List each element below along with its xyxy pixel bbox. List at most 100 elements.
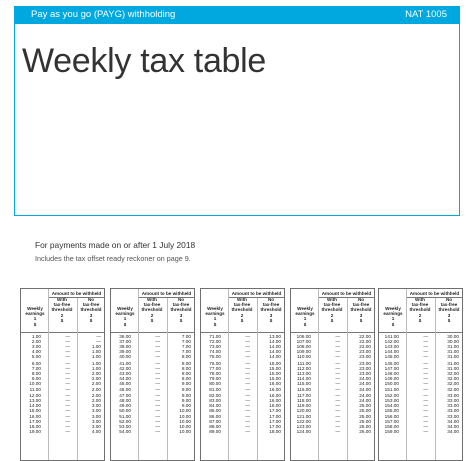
table-row: 122.00 — 25.00: [291, 419, 374, 424]
earnings-cell: 121.00: [296, 414, 311, 420]
with-threshold-cell: —: [155, 365, 160, 371]
earnings-cell: 36.00: [119, 334, 131, 339]
heading-line: tax-free: [233, 302, 251, 308]
no-threshold-cell: 25.00: [359, 402, 371, 408]
no-threshold-cell: 9.00: [181, 387, 191, 393]
no-threshold-cell: —: [96, 339, 101, 345]
earnings-cell: 11.00: [29, 387, 41, 393]
no-threshold-cell: 9.00: [181, 402, 191, 408]
table-row: 121.00 — 25.00: [291, 414, 374, 419]
table-row: 74.00 — 14.00: [201, 349, 284, 354]
with-threshold-cell: —: [245, 354, 250, 360]
earnings-cell: 9.00: [31, 375, 41, 381]
no-threshold-cell: 15.00: [269, 360, 281, 366]
heading-line: 1: [391, 316, 395, 322]
no-threshold-cell: 31.00: [447, 360, 459, 366]
table-row: 53.00 — 10.00: [111, 424, 194, 429]
with-threshold-cell: —: [335, 414, 340, 420]
table-row: 17.00 — 3.00: [21, 419, 104, 424]
table-row: 3.00 — 1.00: [21, 344, 104, 349]
with-threshold-cell: —: [155, 380, 160, 386]
no-threshold-cell: 31.00: [447, 344, 459, 350]
table-row: 87.00 — 17.00: [201, 419, 284, 424]
document-title: Weekly tax table: [22, 42, 267, 80]
earnings-cell: 3.00: [31, 344, 41, 350]
earnings-cell: 6.00: [31, 360, 41, 366]
no-threshold-cell: 17.00: [269, 407, 281, 413]
with-threshold-cell: —: [335, 407, 340, 413]
heading-line: $: [123, 321, 127, 327]
no-threshold-cell: 23.00: [359, 360, 371, 366]
with-threshold-cell: —: [245, 424, 250, 430]
with-threshold-cell: —: [423, 419, 428, 425]
heading-line: threshold: [80, 307, 102, 313]
no-threshold-cell: 17.00: [269, 414, 281, 420]
no-threshold-cell: 32.00: [447, 380, 459, 386]
no-threshold-cell: 3.00: [91, 402, 101, 408]
no-threshold-cell: 3.00: [91, 424, 101, 430]
no-threshold-cell: 33.00: [447, 397, 459, 403]
no-threshold-cell: 33.00: [447, 392, 459, 398]
no-threshold-heading: No tax-free threshold 3 $: [435, 297, 462, 323]
no-threshold-cell: 33.00: [447, 414, 459, 420]
with-threshold-cell: —: [335, 334, 340, 339]
amount-withheld-heading: Amount to be withheld: [228, 291, 284, 298]
with-threshold-cell: —: [155, 402, 160, 408]
with-threshold-cell: —: [245, 397, 250, 403]
table-row: 13.00 — 2.00: [21, 398, 104, 403]
table-header: Amount to be withheld Weekly earnings 1 $ Wit…: [21, 289, 104, 332]
table-row: 14.00 — 3.00: [21, 403, 104, 408]
table-row: 120.00 — 25.00: [291, 408, 374, 413]
table-row: 146.00 — 31.00: [379, 361, 462, 366]
earnings-cell: 37.00: [119, 339, 131, 345]
with-threshold-cell: —: [155, 429, 160, 435]
heading-line: threshold: [350, 307, 372, 313]
earnings-cell: 110.00: [297, 354, 311, 360]
earnings-cell: 38.00: [119, 344, 131, 350]
no-threshold-cell: —: [96, 334, 101, 339]
earnings-cell: 17.00: [29, 419, 41, 425]
with-threshold-cell: —: [423, 402, 428, 408]
table-row: 157.00 — 34.00: [379, 419, 462, 424]
with-threshold-cell: —: [245, 402, 250, 408]
no-threshold-heading: No tax-free threshold 3 $: [257, 297, 284, 323]
table-row: 109.00 — 23.00: [291, 349, 374, 354]
table-row: 108.00 — 22.00: [291, 344, 374, 349]
with-threshold-cell: —: [423, 339, 428, 345]
table-header: Amount to be withheld Weekly earnings 1 $ Wit…: [111, 289, 194, 332]
earnings-cell: 48.00: [119, 397, 131, 403]
table-row: 2.00 — —: [21, 339, 104, 344]
earnings-cell: 49.00: [119, 402, 131, 408]
no-threshold-cell: 16.00: [269, 392, 281, 398]
table-row: 89.00 — 18.00: [201, 429, 284, 434]
table-row: 7.00 — 1.00: [21, 366, 104, 371]
earnings-cell: 120.00: [296, 407, 311, 413]
with-threshold-cell: —: [65, 397, 70, 403]
earnings-cell: 87.00: [209, 419, 221, 425]
earnings-cell: 39.00: [119, 349, 131, 355]
heading-line: Weekly: [117, 306, 133, 311]
no-threshold-cell: 17.00: [269, 424, 281, 430]
earnings-cell: 42.00: [119, 365, 131, 371]
with-threshold-cell: —: [155, 339, 160, 345]
table-rows: 141.00—30.00 142.00—30.00 143.00—31.00 144.…: [379, 334, 462, 434]
no-threshold-cell: 8.00: [181, 375, 191, 381]
no-threshold-cell: 14.00: [269, 349, 281, 355]
table-rows: 1.00— —2.00— —3.00—1.00 4.00—1.00 5.00—1.00 6…: [21, 334, 104, 434]
weekly-earnings-heading: Weekly earnings 1 $: [292, 306, 318, 327]
no-threshold-cell: 23.00: [359, 349, 371, 355]
earnings-cell: 77.00: [209, 365, 221, 371]
no-threshold-cell: 15.00: [269, 370, 281, 376]
column-divider: [347, 298, 348, 460]
earnings-cell: 84.00: [209, 402, 221, 408]
earnings-cell: 45.00: [119, 380, 131, 386]
heading-line: threshold: [438, 307, 460, 313]
table-row: 9.00 — 2.00: [21, 376, 104, 381]
with-threshold-cell: —: [335, 370, 340, 376]
earnings-cell: 41.00: [119, 360, 131, 366]
table-row: 112.00 — 23.00: [291, 366, 374, 371]
table-row: 18.00 — 3.00: [21, 424, 104, 429]
earnings-cell: 89.00: [209, 429, 221, 435]
no-threshold-cell: 14.00: [269, 354, 281, 360]
table-row: 145.00 — 31.00: [379, 354, 462, 359]
